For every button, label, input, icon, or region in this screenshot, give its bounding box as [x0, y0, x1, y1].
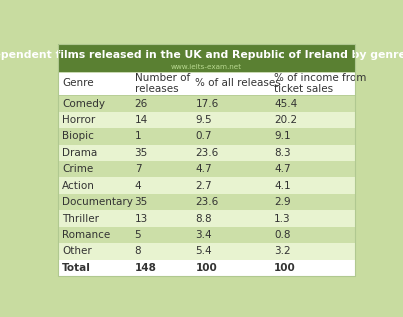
Text: Thriller: Thriller [62, 214, 99, 223]
Text: 8.8: 8.8 [195, 214, 212, 223]
Text: 2.7: 2.7 [195, 181, 212, 191]
Bar [58, 178, 355, 194]
Text: 13: 13 [135, 214, 148, 223]
Text: Other: Other [62, 246, 91, 256]
Text: Independent films released in the UK and Republic of Ireland by genre 2012: Independent films released in the UK and… [0, 50, 403, 60]
Bar [58, 210, 355, 227]
Text: 1: 1 [135, 132, 141, 141]
Text: 23.6: 23.6 [195, 197, 219, 207]
Text: 23.6: 23.6 [195, 148, 219, 158]
Text: % of income from
ticket sales: % of income from ticket sales [274, 73, 366, 94]
Text: Romance: Romance [62, 230, 110, 240]
Text: Total: Total [62, 263, 91, 273]
Bar [58, 194, 355, 210]
Text: 4.7: 4.7 [274, 164, 291, 174]
Text: 14: 14 [135, 115, 148, 125]
Text: 8: 8 [135, 246, 141, 256]
Text: 4.1: 4.1 [274, 181, 291, 191]
Text: 35: 35 [135, 197, 148, 207]
Text: 148: 148 [135, 263, 156, 273]
Text: Documentary: Documentary [62, 197, 133, 207]
Bar [58, 72, 355, 95]
Text: 9.1: 9.1 [274, 132, 291, 141]
Text: 100: 100 [274, 263, 296, 273]
Text: 0.8: 0.8 [274, 230, 291, 240]
Text: Crime: Crime [62, 164, 93, 174]
Text: Comedy: Comedy [62, 99, 105, 109]
Text: 3.4: 3.4 [195, 230, 212, 240]
Text: Horror: Horror [62, 115, 95, 125]
Bar [58, 260, 355, 276]
Text: 3.2: 3.2 [274, 246, 291, 256]
Bar [58, 161, 355, 178]
Text: 2.9: 2.9 [274, 197, 291, 207]
Bar [58, 128, 355, 145]
Text: Genre: Genre [62, 78, 93, 88]
Bar [58, 243, 355, 260]
Text: Number of
releases: Number of releases [135, 73, 190, 94]
Text: 5.4: 5.4 [195, 246, 212, 256]
Text: % of all releases: % of all releases [195, 78, 281, 88]
Text: 17.6: 17.6 [195, 99, 219, 109]
Bar [58, 112, 355, 128]
Bar [58, 95, 355, 112]
Text: 5: 5 [135, 230, 141, 240]
Text: 7: 7 [135, 164, 141, 174]
Bar [58, 145, 355, 161]
Text: www.ielts-exam.net: www.ielts-exam.net [171, 64, 242, 69]
Text: 26: 26 [135, 99, 148, 109]
Text: 4.7: 4.7 [195, 164, 212, 174]
Text: 0.7: 0.7 [195, 132, 212, 141]
Text: Action: Action [62, 181, 95, 191]
Text: 8.3: 8.3 [274, 148, 291, 158]
Text: 4: 4 [135, 181, 141, 191]
Text: Drama: Drama [62, 148, 97, 158]
Text: Biopic: Biopic [62, 132, 94, 141]
Text: 35: 35 [135, 148, 148, 158]
Bar [58, 227, 355, 243]
Bar [58, 44, 355, 72]
Text: 100: 100 [195, 263, 217, 273]
Text: 1.3: 1.3 [274, 214, 291, 223]
Text: 20.2: 20.2 [274, 115, 297, 125]
Text: 45.4: 45.4 [274, 99, 297, 109]
Text: 9.5: 9.5 [195, 115, 212, 125]
